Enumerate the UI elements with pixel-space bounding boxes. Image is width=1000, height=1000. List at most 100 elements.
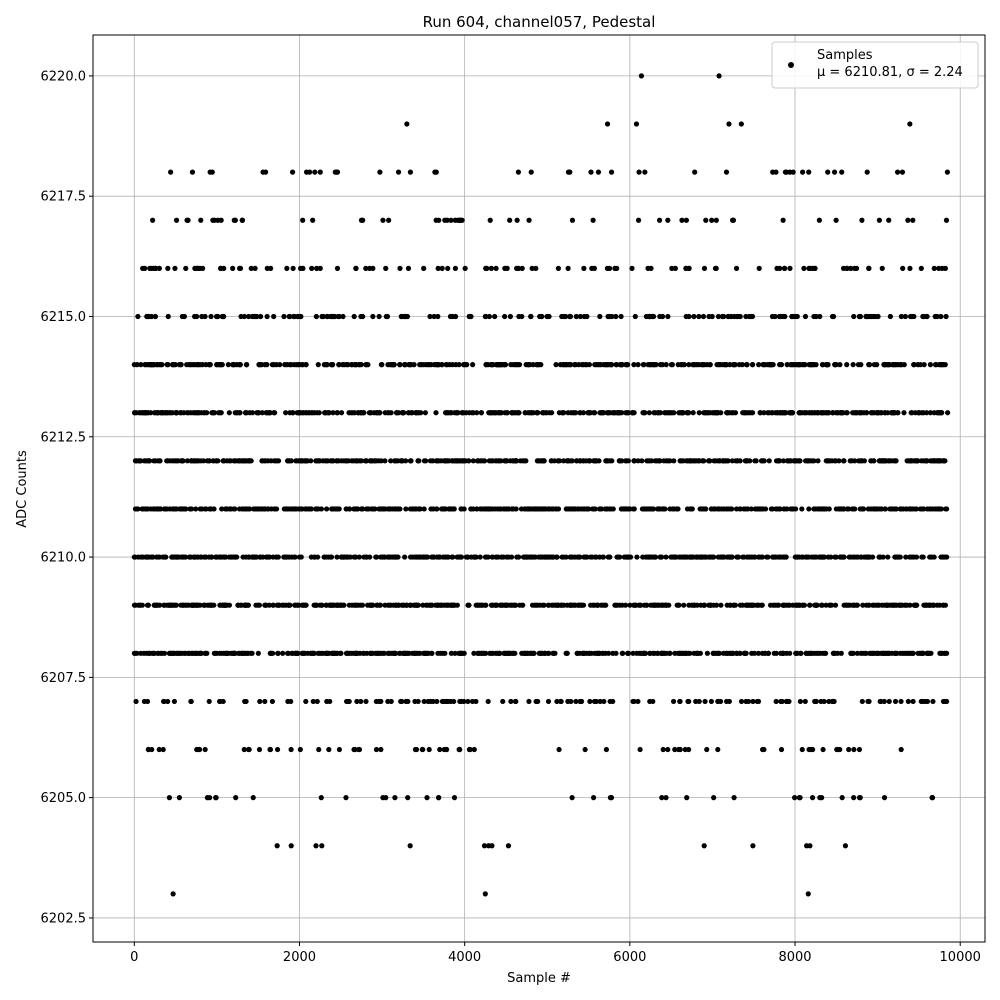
data-point (796, 410, 802, 416)
data-point (679, 650, 685, 656)
y-tick-label: 6205.0 (41, 791, 87, 806)
data-point (207, 795, 213, 801)
data-point (892, 554, 899, 560)
data-point (323, 554, 329, 560)
data-point (663, 554, 669, 560)
data-point (749, 650, 755, 656)
data-point (296, 554, 303, 560)
data-point (457, 698, 463, 705)
data-point (936, 458, 942, 464)
data-point (211, 602, 217, 608)
data-point (597, 313, 603, 320)
data-point (230, 361, 236, 368)
data-point (454, 410, 460, 416)
data-point (700, 554, 706, 560)
data-point (232, 506, 238, 512)
data-point (866, 698, 872, 705)
data-point (492, 313, 498, 320)
data-point (709, 217, 715, 223)
data-point (133, 698, 139, 705)
data-point (550, 602, 557, 608)
data-point (779, 650, 786, 656)
data-point (652, 554, 659, 560)
data-point (813, 602, 819, 608)
data-point (363, 698, 369, 705)
data-point (181, 313, 187, 320)
data-point (315, 458, 321, 464)
data-point (539, 650, 545, 656)
data-point (696, 698, 702, 705)
data-point (658, 650, 664, 656)
data-point (289, 554, 295, 560)
data-point (818, 506, 824, 512)
data-point (239, 217, 245, 223)
data-point (573, 698, 579, 705)
x-tick-label: 10000 (940, 950, 981, 965)
data-point (349, 458, 355, 464)
data-point (154, 410, 160, 416)
data-point (144, 554, 150, 560)
data-point (207, 169, 213, 175)
data-point (815, 458, 821, 464)
data-point (435, 265, 441, 271)
data-point (726, 121, 732, 127)
data-point (171, 458, 177, 464)
data-point (886, 698, 892, 705)
data-point (528, 169, 534, 175)
data-point (138, 361, 144, 368)
data-point (808, 650, 814, 656)
data-point (231, 458, 237, 464)
data-point (823, 361, 829, 368)
data-point (555, 458, 561, 464)
data-point (710, 554, 716, 560)
data-point (436, 795, 442, 801)
data-point (728, 554, 734, 560)
data-point (597, 554, 603, 560)
data-point (452, 650, 458, 656)
data-point (167, 602, 173, 608)
data-point (271, 506, 278, 512)
data-point (607, 698, 613, 705)
data-point (642, 169, 648, 175)
data-point (879, 602, 885, 608)
data-point (206, 698, 212, 705)
data-point (399, 458, 405, 464)
data-point (387, 554, 393, 560)
data-point (529, 265, 535, 271)
data-point (171, 698, 178, 705)
data-point (924, 650, 930, 656)
data-point (715, 458, 721, 464)
data-point (479, 602, 485, 608)
data-point (479, 506, 485, 512)
data-point (165, 313, 171, 320)
data-point (715, 650, 722, 656)
data-point (471, 746, 477, 753)
data-point (584, 506, 590, 512)
data-point (470, 410, 476, 416)
data-point (238, 313, 244, 320)
data-point (724, 410, 730, 416)
data-point (526, 698, 532, 705)
data-point (158, 650, 164, 656)
data-point (841, 554, 847, 560)
data-point (353, 265, 359, 271)
data-point (788, 361, 794, 368)
data-point (448, 602, 454, 608)
data-point (456, 746, 463, 753)
data-point (927, 410, 934, 416)
data-point (690, 410, 696, 416)
data-point (691, 361, 697, 368)
y-axis-ticks: 6202.5 6205.0 6207.5 6210.0 6212.5 6215.0 6217… (41, 69, 93, 926)
data-point (368, 410, 374, 416)
data-point (345, 698, 352, 705)
data-point (461, 458, 467, 464)
data-point (150, 217, 156, 223)
data-point (880, 554, 886, 560)
data-point (681, 554, 687, 560)
data-point (300, 217, 306, 223)
data-point (407, 843, 413, 849)
data-point (488, 410, 495, 416)
data-point (911, 361, 917, 368)
data-point (605, 410, 611, 416)
data-point (870, 602, 876, 608)
